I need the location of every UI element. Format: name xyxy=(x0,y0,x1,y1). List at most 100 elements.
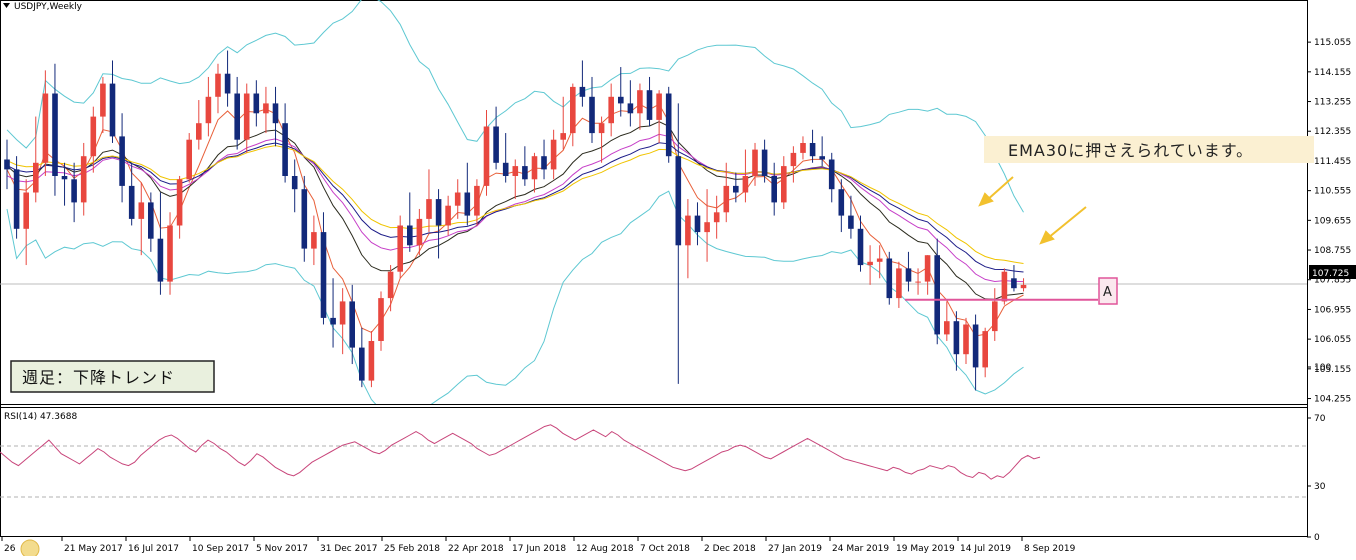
marker-a-text: A xyxy=(1103,285,1112,300)
candle-body xyxy=(992,301,998,332)
rsi-tick-label: 100 xyxy=(1314,363,1331,373)
candle-body xyxy=(896,268,902,299)
candle-body xyxy=(541,156,547,170)
candle-body xyxy=(13,169,20,229)
price-pane xyxy=(0,0,1307,404)
rsi-line xyxy=(0,424,1041,480)
arrow-icon xyxy=(978,176,1014,207)
candle-body xyxy=(272,103,279,124)
time-tick-label: 25 Feb 2018 xyxy=(384,544,440,554)
candle-body xyxy=(301,189,308,249)
time-tick-label: 24 Mar 2019 xyxy=(832,544,889,554)
rsi-label: RSI(14) 47.3688 xyxy=(4,412,77,422)
candle-body xyxy=(253,93,260,114)
price-tick-label: 106.955 xyxy=(1314,305,1351,315)
candle-body xyxy=(742,176,749,193)
candle-body xyxy=(838,189,845,216)
trend-note-text: 週足：下降トレンド xyxy=(22,368,175,387)
symbol-label: USDJPY,Weekly xyxy=(14,2,83,12)
ema-fast-line xyxy=(6,103,1024,337)
candle-body xyxy=(464,192,471,216)
candle-body xyxy=(685,215,691,246)
candle-body xyxy=(474,185,480,216)
time-tick-label: 26 xyxy=(4,544,16,554)
price-tick-label: 105.155 xyxy=(1314,365,1351,375)
candle-body xyxy=(435,199,442,226)
candle-body xyxy=(119,136,125,186)
candle-body xyxy=(790,152,797,167)
candle-body xyxy=(90,116,97,157)
bollinger-lower-line xyxy=(6,190,1024,404)
candle-body xyxy=(291,176,298,190)
candle-body xyxy=(33,162,39,193)
ema-note-box xyxy=(984,136,1314,163)
candle-body xyxy=(963,324,969,355)
candle-body xyxy=(71,179,77,203)
time-tick-label: 8 Sep 2019 xyxy=(1024,544,1076,554)
ema30-line xyxy=(6,145,1024,264)
time-tick-label: 10 Sep 2017 xyxy=(192,544,249,554)
candle-body xyxy=(982,331,988,368)
rsi-tick-label: 30 xyxy=(1314,482,1326,492)
candle-body xyxy=(502,162,509,176)
candle-body xyxy=(809,143,816,157)
candle-body xyxy=(953,321,960,355)
candle-body xyxy=(215,73,221,97)
candle-body xyxy=(665,93,672,157)
candle-body xyxy=(627,103,634,114)
time-tick-label: 5 Nov 2017 xyxy=(256,544,308,554)
candle-body xyxy=(234,93,240,140)
arrow-icon xyxy=(1039,206,1087,245)
candle-body xyxy=(771,176,777,203)
candle-body xyxy=(876,258,883,262)
price-tick-label: 113.255 xyxy=(1314,98,1351,108)
rsi-tick-label: 70 xyxy=(1314,414,1326,424)
candle-body xyxy=(972,324,979,368)
candle-body xyxy=(656,93,662,120)
candle-body xyxy=(186,139,192,180)
candle-body xyxy=(637,90,643,114)
candle-body xyxy=(407,225,413,246)
candle-body xyxy=(263,103,269,114)
candle-body xyxy=(886,258,893,299)
price-tick-label: 104.255 xyxy=(1314,395,1351,405)
candle-body xyxy=(339,301,346,325)
candle-body xyxy=(781,166,787,203)
time-tick-label: 14 Jul 2019 xyxy=(960,544,1011,554)
candle-body xyxy=(733,185,739,193)
candle-body xyxy=(387,271,394,299)
candle-body xyxy=(752,149,758,176)
candle-body xyxy=(694,215,701,233)
candle-body xyxy=(608,96,614,124)
candle-body xyxy=(416,218,423,246)
candle-body xyxy=(493,126,499,163)
time-tick-label: 2 Dec 2018 xyxy=(704,544,756,554)
price-tick-label: 108.755 xyxy=(1314,246,1351,256)
time-tick-label: 31 Dec 2017 xyxy=(320,544,378,554)
price-tick-label: 106.055 xyxy=(1314,335,1351,345)
candle-body xyxy=(454,192,461,206)
candle-body xyxy=(905,268,912,282)
candle-body xyxy=(924,255,931,282)
candle-body xyxy=(550,139,557,170)
candle-body xyxy=(80,156,87,203)
candle-body xyxy=(100,83,106,117)
time-tick-label: 19 May 2019 xyxy=(896,544,955,554)
candle-body xyxy=(589,96,595,134)
ema-note-text: EMA30に押さえられています。 xyxy=(1008,141,1253,160)
candle-body xyxy=(531,156,538,180)
candle-body xyxy=(196,123,202,140)
candle-body xyxy=(675,156,682,246)
price-plot xyxy=(0,0,1307,404)
candle-body xyxy=(560,133,566,140)
current-price-text: 107.725 xyxy=(1312,269,1349,279)
price-tick-label: 109.655 xyxy=(1314,216,1351,226)
candle-body xyxy=(857,228,864,266)
candle-body xyxy=(483,126,490,186)
marker-a-box xyxy=(1098,277,1118,305)
time-tick-label: 17 Jun 2018 xyxy=(512,544,566,554)
dropdown-arrow-icon[interactable] xyxy=(3,3,10,8)
trend-note-box xyxy=(10,360,215,393)
